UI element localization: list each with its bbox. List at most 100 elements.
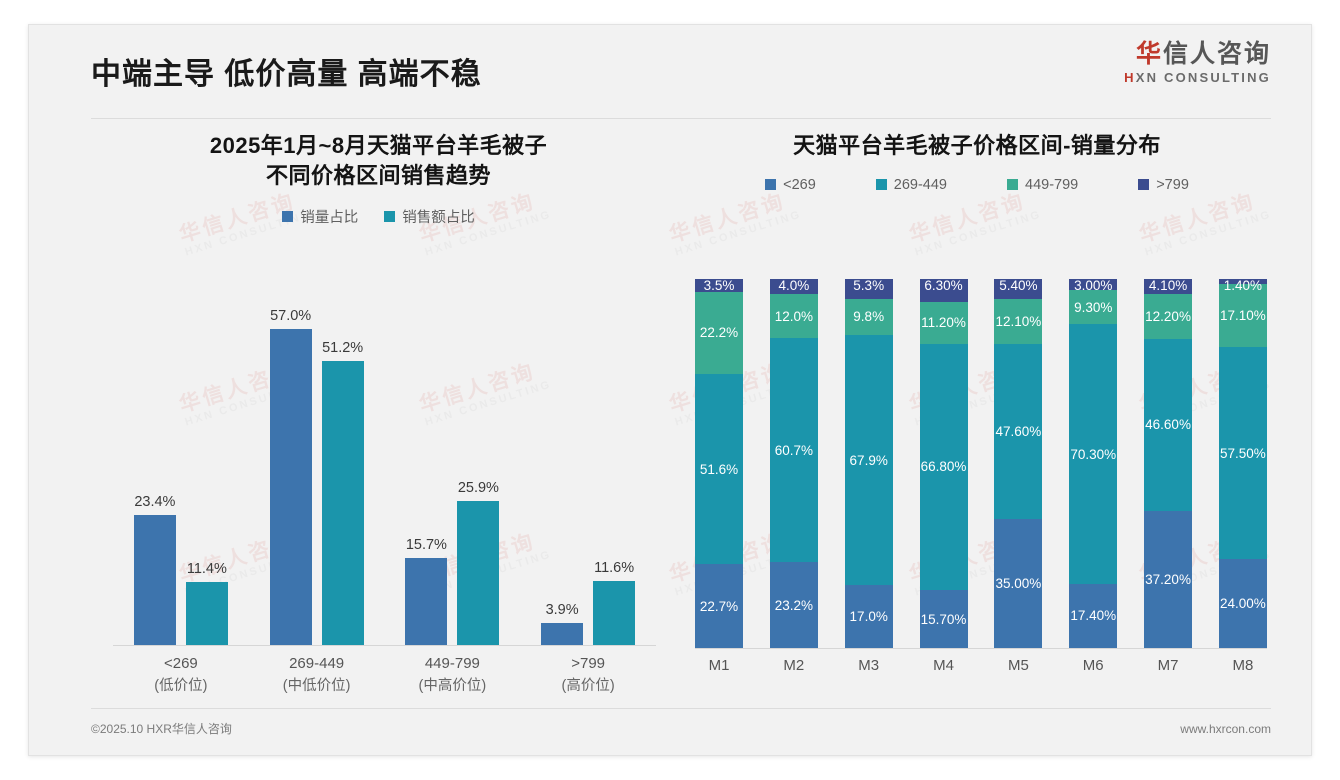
bar-rect[interactable] xyxy=(405,557,448,645)
segment-value-label: 15.70% xyxy=(920,611,967,627)
stacked-bar-column[interactable]: 5.3% 9.8% 67.9% 17.0% xyxy=(844,278,893,648)
stacked-bar-segment[interactable]: 4.0% xyxy=(769,278,818,295)
segment-value-label: 1.40% xyxy=(1223,278,1263,294)
stacked-bar-segment[interactable]: 3.00% xyxy=(1069,278,1118,294)
segment-value-label: 3.00% xyxy=(1074,278,1113,294)
segment-value-label: 22.7% xyxy=(699,598,739,614)
stacked-bar-segment[interactable]: 60.7% xyxy=(769,338,818,563)
x-tick-sub: (高价位) xyxy=(561,677,615,694)
stacked-bar-segment[interactable]: 6.30% xyxy=(919,278,968,303)
stacked-bar-segment[interactable]: 22.7% xyxy=(695,564,743,648)
stacked-bar-column[interactable]: 4.0% 12.0% 60.7% 23.2% xyxy=(769,278,818,648)
segment-value-label: 22.2% xyxy=(699,325,739,341)
stacked-bar-segment[interactable]: 24.00% xyxy=(1218,559,1267,648)
logo-english: HXN CONSULTING xyxy=(1124,70,1271,85)
bar-column[interactable]: 11.4% xyxy=(185,301,228,645)
stacked-bar-column[interactable]: 3.00% 9.30% 70.30% 17.40% xyxy=(1069,278,1118,648)
x-tick-sub: (低价位) xyxy=(154,677,208,694)
stacked-bar-segment[interactable]: 66.80% xyxy=(919,343,968,591)
bar-rect[interactable] xyxy=(185,581,228,645)
bar-rect[interactable] xyxy=(593,580,636,645)
legend-swatch-icon xyxy=(282,211,294,223)
bar-column[interactable]: 3.9% xyxy=(541,301,584,645)
stacked-bar-column[interactable]: 1.40% 17.10% 57.50% 24.00% xyxy=(1218,278,1267,648)
bar-rect[interactable] xyxy=(269,328,312,645)
segment-value-label: 4.0% xyxy=(778,278,810,294)
right-chart-title: 天猫平台羊毛被子价格区间-销量分布 xyxy=(793,133,1161,158)
legend-swatch-icon xyxy=(384,211,396,223)
bar-value-label: 25.9% xyxy=(457,480,499,497)
x-axis-tick-label: 269-449 (中低价位) xyxy=(255,653,379,697)
bar-rect[interactable] xyxy=(541,623,584,645)
x-tick-sub: (中低价位) xyxy=(282,677,351,694)
x-tick-main: <269 xyxy=(163,655,198,672)
stacked-bar-segment[interactable]: 15.70% xyxy=(919,590,968,648)
stacked-bar-segment[interactable]: 12.0% xyxy=(769,294,818,339)
stacked-bar-segment[interactable]: 4.10% xyxy=(1144,278,1193,295)
legend-item[interactable]: >799 xyxy=(1138,177,1189,193)
bar-column[interactable]: 57.0% xyxy=(269,301,312,645)
stacked-bar-segment[interactable]: 12.10% xyxy=(994,298,1043,344)
bar-column[interactable]: 25.9% xyxy=(457,301,500,645)
stacked-bar-segment[interactable]: 11.20% xyxy=(919,302,968,344)
segment-value-label: 35.00% xyxy=(995,575,1042,591)
stacked-bar-segment[interactable]: 70.30% xyxy=(1069,324,1118,584)
bar-column[interactable]: 15.7% xyxy=(405,301,448,645)
legend-item[interactable]: 269-449 xyxy=(875,177,947,193)
stacked-bar-segment[interactable]: 1.40% xyxy=(1218,278,1267,293)
logo-chinese-accent: 华 xyxy=(1135,40,1163,68)
stacked-bar-column[interactable]: 6.30% 11.20% 66.80% 15.70% xyxy=(919,278,968,648)
legend-item[interactable]: 销量占比 xyxy=(282,206,358,227)
stacked-bar-segment[interactable]: 17.10% xyxy=(1218,284,1267,348)
stacked-bar-segment[interactable]: 5.3% xyxy=(844,278,893,299)
x-axis-tick-label: M5 xyxy=(1007,657,1029,674)
stacked-bar-segment[interactable]: 5.40% xyxy=(994,278,1043,299)
x-axis-tick-label: <269 (低价位) xyxy=(119,653,243,697)
stacked-bar-segment[interactable]: 57.50% xyxy=(1218,347,1267,560)
bar-rect[interactable] xyxy=(133,515,176,645)
stacked-bar-segment[interactable]: 17.0% xyxy=(844,585,893,648)
header-divider xyxy=(91,118,1271,119)
legend-item[interactable]: 449-799 xyxy=(1007,177,1078,193)
x-axis-tick-label: M2 xyxy=(783,657,805,674)
bar-column[interactable]: 51.2% xyxy=(321,301,364,645)
bar-group: 57.0% 51.2% xyxy=(255,301,379,645)
bar-rect[interactable] xyxy=(321,360,364,645)
stacked-bar-segment[interactable]: 9.30% xyxy=(1069,290,1118,325)
left-chart-title-line1: 2025年1月~8月天猫平台羊毛被子 xyxy=(209,133,548,158)
bar-value-label: 15.7% xyxy=(405,536,447,553)
bar-column[interactable]: 23.4% xyxy=(133,301,176,645)
stacked-bar-segment[interactable]: 9.8% xyxy=(844,298,893,335)
segment-value-label: 70.30% xyxy=(1070,446,1117,462)
stacked-bar-column[interactable]: 4.10% 12.20% 46.60% 37.20% xyxy=(1144,278,1193,648)
x-axis-tick-label: >799 (高价位) xyxy=(526,653,650,697)
stacked-bar-segment[interactable]: 46.60% xyxy=(1144,339,1193,511)
stacked-bar-segment[interactable]: 35.00% xyxy=(994,518,1043,648)
stacked-bar-segment[interactable]: 3.5% xyxy=(695,278,743,293)
stacked-bar-column[interactable]: 3.5% 22.2% 51.6% 22.7% xyxy=(695,278,743,648)
bar-group: 3.9% 11.6% xyxy=(526,301,650,645)
stacked-bar-segment[interactable]: 17.40% xyxy=(1069,583,1118,648)
x-axis-tick-label: M8 xyxy=(1232,657,1254,674)
slide-footer: ©2025.10 HXR华信人咨询 www.hxrcon.com xyxy=(91,708,1271,737)
stacked-bar-segment[interactable]: 47.60% xyxy=(994,343,1043,519)
segment-value-label: 5.3% xyxy=(853,278,885,294)
x-axis-tick-label: M1 xyxy=(708,657,730,674)
stacked-bar-segment[interactable]: 37.20% xyxy=(1144,510,1193,648)
brand-logo: 华信人咨询 HXN CONSULTING xyxy=(1124,41,1271,85)
stacked-bar-column[interactable]: 5.40% 12.10% 47.60% 35.00% xyxy=(994,278,1043,648)
bar-column[interactable]: 11.6% xyxy=(593,301,636,645)
stacked-bar-segment[interactable]: 12.20% xyxy=(1144,294,1193,340)
legend-item[interactable]: 销售额占比 xyxy=(384,206,475,227)
stacked-bar-segment[interactable]: 67.9% xyxy=(844,334,893,586)
segment-value-label: 46.60% xyxy=(1145,417,1191,433)
bar-rect[interactable] xyxy=(457,501,500,645)
left-chart-plot-area: 23.4% 11.4% 57.0% 51.2% 15.7% 25.9% 3.9% 11.6% xyxy=(113,301,656,646)
stacked-bar-segment[interactable]: 51.6% xyxy=(695,373,743,565)
legend-item[interactable]: <269 xyxy=(765,177,816,193)
legend-label: 449-799 xyxy=(1025,176,1079,193)
stacked-bar-segment[interactable]: 23.2% xyxy=(769,562,818,648)
left-chart-body: 23.4% 11.4% 57.0% 51.2% 15.7% 25.9% 3.9% 11.6% … xyxy=(91,301,666,701)
bar-value-label: 57.0% xyxy=(270,307,312,324)
stacked-bar-segment[interactable]: 22.2% xyxy=(695,291,743,374)
